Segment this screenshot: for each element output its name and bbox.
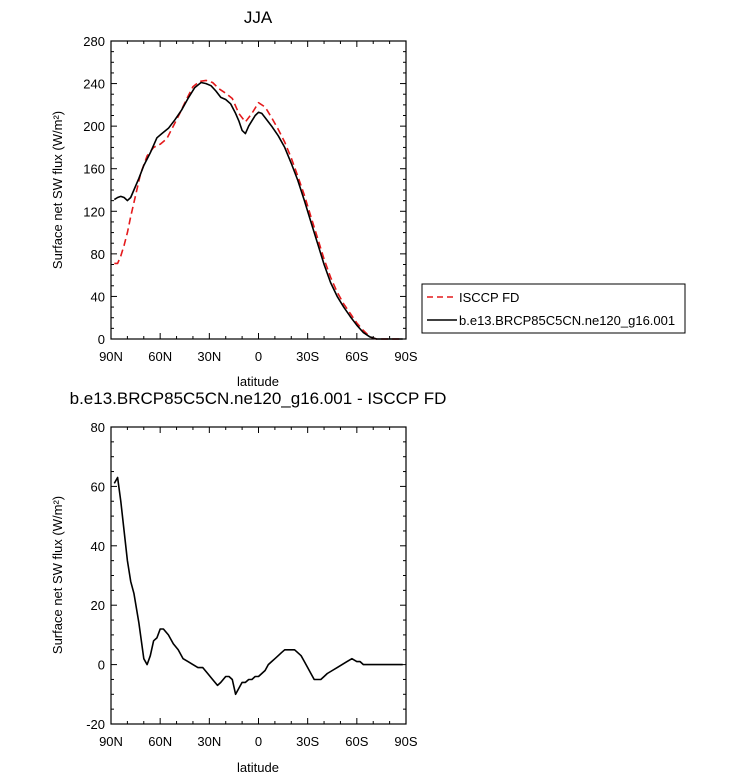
top-y-tick-label: 200	[83, 119, 105, 134]
top-y-tick-label: 40	[91, 289, 105, 304]
top-x-tick-label: 30S	[296, 349, 319, 364]
bottom-y-tick-label: 40	[91, 539, 105, 554]
bottom-x-tick-label: 0	[255, 734, 262, 749]
bottom-axis-ticks: 90N 60N 30N 0 30S 60S 90S -20 0 20 40 60 80	[86, 420, 418, 749]
top-y-tick-label: 280	[83, 34, 105, 49]
top-series-1-line	[113, 81, 403, 340]
bottom-x-tick-label: 90S	[394, 734, 417, 749]
top-x-tick-label: 60S	[345, 349, 368, 364]
top-x-tick-label: 0	[255, 349, 262, 364]
legend-box	[421, 283, 686, 334]
bottom-series-0-line	[113, 476, 403, 696]
bottom-y-axis-label: Surface net SW flux (W/m²)	[50, 496, 65, 654]
top-x-tick-label: 90S	[394, 349, 417, 364]
bottom-x-tick-label: 60N	[148, 734, 172, 749]
top-y-tick-label: 0	[98, 332, 105, 347]
bottom-x-axis-label: latitude	[237, 760, 279, 775]
top-axis-ticks: 90N 60N 30N 0 30S 60S 90S 0 40 80 120 160 200 240 280	[83, 34, 418, 364]
bottom-x-tick-label: 60S	[345, 734, 368, 749]
top-series-0-line	[114, 79, 403, 340]
top-chart-title: JJA	[244, 8, 273, 27]
legend-label-isccp: ISCCP FD	[459, 290, 519, 305]
bottom-y-tick-label: -20	[86, 717, 105, 732]
top-x-tick-label: 90N	[99, 349, 123, 364]
bottom-series-lines	[113, 476, 403, 696]
bottom-chart-title: b.e13.BRCP85C5CN.ne120_g16.001 - ISCCP F…	[70, 389, 447, 408]
top-y-tick-label: 120	[83, 204, 105, 219]
bottom-plot-frame	[110, 426, 407, 725]
bottom-y-tick-label: 20	[91, 598, 105, 613]
top-panel: JJA 90N 60N 30N 0 30S 60S 90S 0 40 80 120 160 200 240…	[50, 8, 418, 389]
top-plot-frame	[110, 40, 407, 340]
legend-label-model: b.e13.BRCP85C5CN.ne120_g16.001	[459, 313, 675, 328]
top-y-tick-label: 240	[83, 77, 105, 92]
top-y-tick-label: 80	[91, 247, 105, 262]
bottom-x-tick-label: 90N	[99, 734, 123, 749]
top-series-lines	[113, 79, 403, 340]
bottom-x-tick-label: 30S	[296, 734, 319, 749]
top-x-tick-label: 30N	[197, 349, 221, 364]
top-y-tick-label: 160	[83, 162, 105, 177]
bottom-y-tick-label: 0	[98, 658, 105, 673]
bottom-y-tick-label: 80	[91, 420, 105, 435]
top-x-axis-label: latitude	[237, 374, 279, 389]
legend: ISCCP FD b.e13.BRCP85C5CN.ne120_g16.001	[421, 283, 686, 334]
top-y-axis-label: Surface net SW flux (W/m²)	[50, 111, 65, 269]
top-x-tick-label: 60N	[148, 349, 172, 364]
bottom-panel: b.e13.BRCP85C5CN.ne120_g16.001 - ISCCP F…	[50, 389, 446, 775]
bottom-y-tick-label: 60	[91, 479, 105, 494]
bottom-x-tick-label: 30N	[197, 734, 221, 749]
